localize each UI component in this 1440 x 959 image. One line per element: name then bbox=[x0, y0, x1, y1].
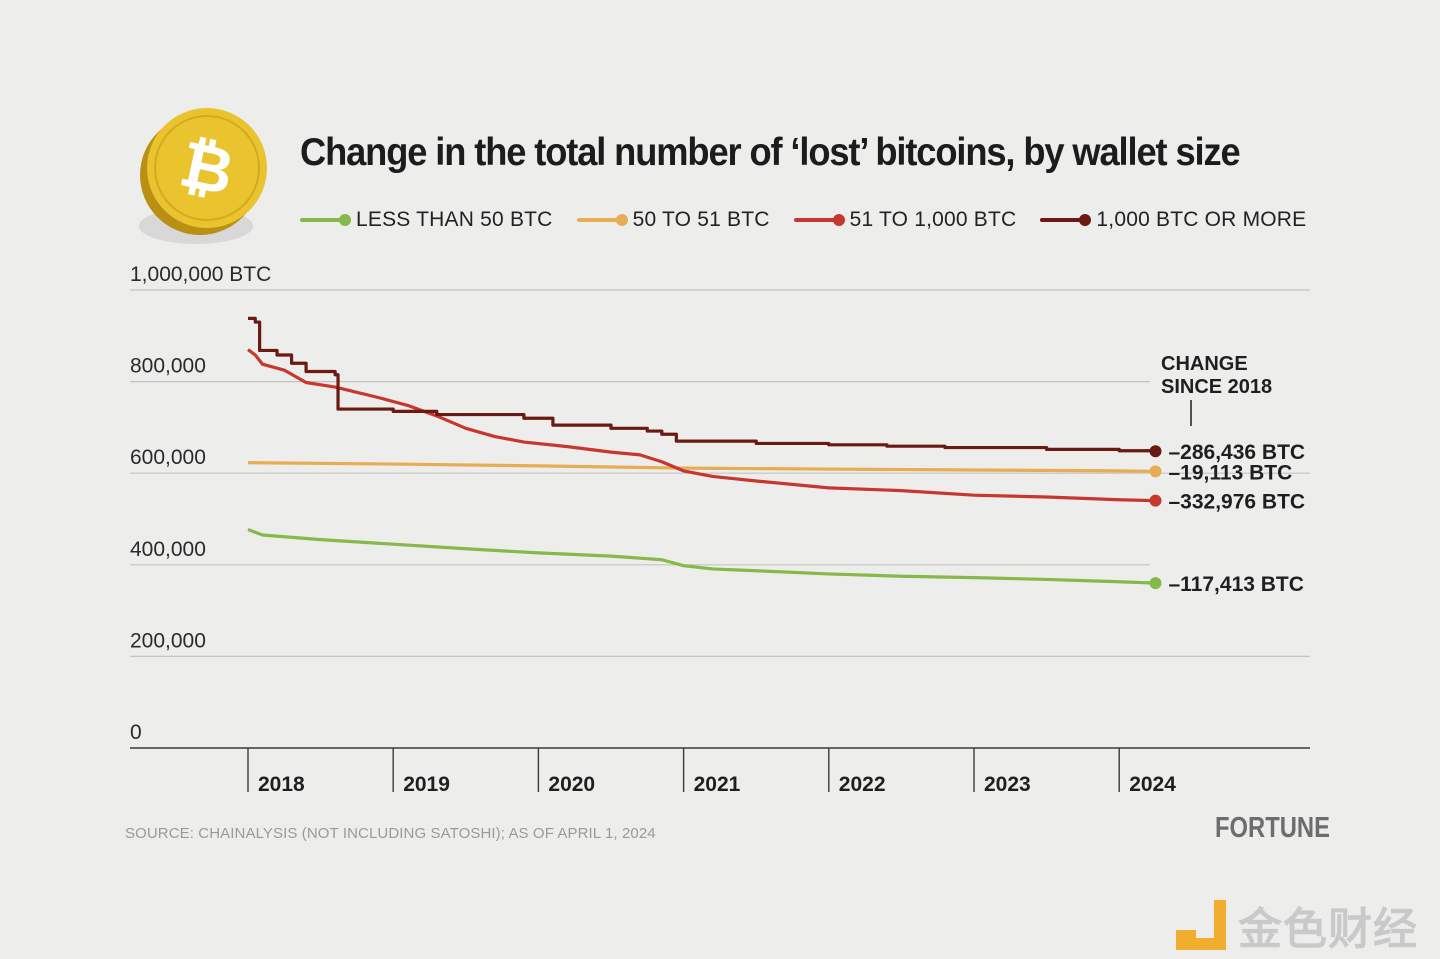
source-note: SOURCE: CHAINALYSIS (NOT INCLUDING SATOS… bbox=[125, 825, 656, 842]
annotation-header: CHANGE SINCE 2018 bbox=[1161, 353, 1272, 398]
y-tick-label: 600,000 bbox=[130, 446, 206, 469]
legend: LESS THAN 50 BTC 50 TO 51 BTC 51 TO 1,000 … bbox=[300, 206, 1330, 234]
legend-swatch bbox=[576, 214, 628, 226]
end-value-label: –117,413 BTC bbox=[1169, 573, 1304, 596]
x-tick-label: 2021 bbox=[694, 773, 741, 796]
legend-item: 50 TO 51 BTC bbox=[576, 208, 770, 232]
x-tick-label: 2023 bbox=[984, 773, 1031, 796]
brand-logo: FORTUNE bbox=[1215, 812, 1330, 844]
legend-swatch bbox=[1040, 214, 1092, 226]
series-line bbox=[248, 316, 1158, 453]
end-value-label: –286,436 BTC bbox=[1169, 441, 1306, 464]
legend-item: LESS THAN 50 BTC bbox=[300, 208, 553, 232]
legend-item: 1,000 BTC OR MORE bbox=[1040, 208, 1306, 232]
end-value-label: –19,113 BTC bbox=[1169, 461, 1293, 484]
x-tick-label: 2018 bbox=[258, 773, 305, 796]
watermark-logo-icon bbox=[1176, 900, 1226, 950]
legend-label: 1,000 BTC OR MORE bbox=[1096, 208, 1307, 231]
y-tick-label: 0 bbox=[130, 721, 142, 744]
legend-label: LESS THAN 50 BTC bbox=[356, 208, 553, 231]
y-tick-label: 200,000 bbox=[130, 629, 206, 652]
series-line bbox=[247, 528, 1156, 585]
legend-item: 51 TO 1,000 BTC bbox=[793, 208, 1017, 232]
series-end-point bbox=[1149, 577, 1162, 590]
legend-label: 50 TO 51 BTC bbox=[632, 208, 770, 231]
watermark: 金色财经 bbox=[1176, 893, 1418, 957]
legend-label: 51 TO 1,000 BTC bbox=[849, 208, 1017, 231]
series-end-point bbox=[1149, 445, 1162, 458]
legend-swatch bbox=[793, 214, 845, 226]
series-end-point bbox=[1149, 494, 1162, 507]
y-tick-label: 800,000 bbox=[130, 355, 206, 378]
x-tick-label: 2024 bbox=[1129, 773, 1176, 796]
series-line bbox=[247, 348, 1156, 503]
x-tick-label: 2022 bbox=[839, 773, 886, 796]
series-end-point bbox=[1149, 465, 1162, 478]
chart-title: Change in the total number of ‘lost’ bit… bbox=[300, 131, 1241, 174]
watermark-text: 金色财经 bbox=[1238, 905, 1418, 954]
y-tick-label: 1,000,000 BTC bbox=[130, 263, 271, 286]
series-line bbox=[247, 461, 1156, 473]
end-value-label: –332,976 BTC bbox=[1169, 491, 1306, 514]
x-tick-label: 2019 bbox=[403, 773, 450, 796]
bitcoin-coin-icon: ₿ bbox=[139, 108, 267, 244]
legend-swatch bbox=[300, 214, 351, 226]
y-tick-label: 400,000 bbox=[130, 538, 206, 561]
x-tick-label: 2020 bbox=[548, 773, 595, 796]
